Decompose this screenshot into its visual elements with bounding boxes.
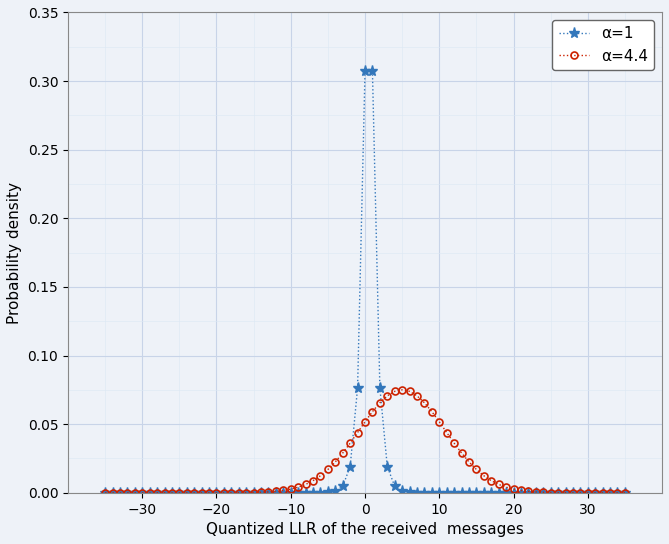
X-axis label: Quantized LLR of the received  messages: Quantized LLR of the received messages (206, 522, 524, 537)
α=4.4 (420, 399, 428, 406)
α=1 (502, 490, 510, 496)
α=1 (116, 490, 124, 496)
Line: α=1: α=1 (100, 66, 630, 498)
α=1 (354, 385, 362, 391)
α=4.4 (354, 429, 362, 436)
α=1 (101, 490, 109, 496)
α=4.4 (621, 490, 629, 496)
Line: α=4.4: α=4.4 (102, 386, 628, 496)
α=1 (599, 490, 607, 496)
Y-axis label: Probability density: Probability density (7, 182, 22, 324)
α=4.4 (101, 490, 109, 496)
Legend: α=1, α=4.4: α=1, α=4.4 (553, 20, 654, 70)
α=1 (420, 490, 428, 496)
α=4.4 (599, 490, 607, 496)
α=1 (250, 490, 258, 496)
α=4.4 (398, 387, 406, 393)
α=1 (361, 68, 369, 75)
α=4.4 (250, 489, 258, 496)
α=4.4 (502, 484, 510, 491)
α=4.4 (116, 490, 124, 496)
α=1 (621, 490, 629, 496)
